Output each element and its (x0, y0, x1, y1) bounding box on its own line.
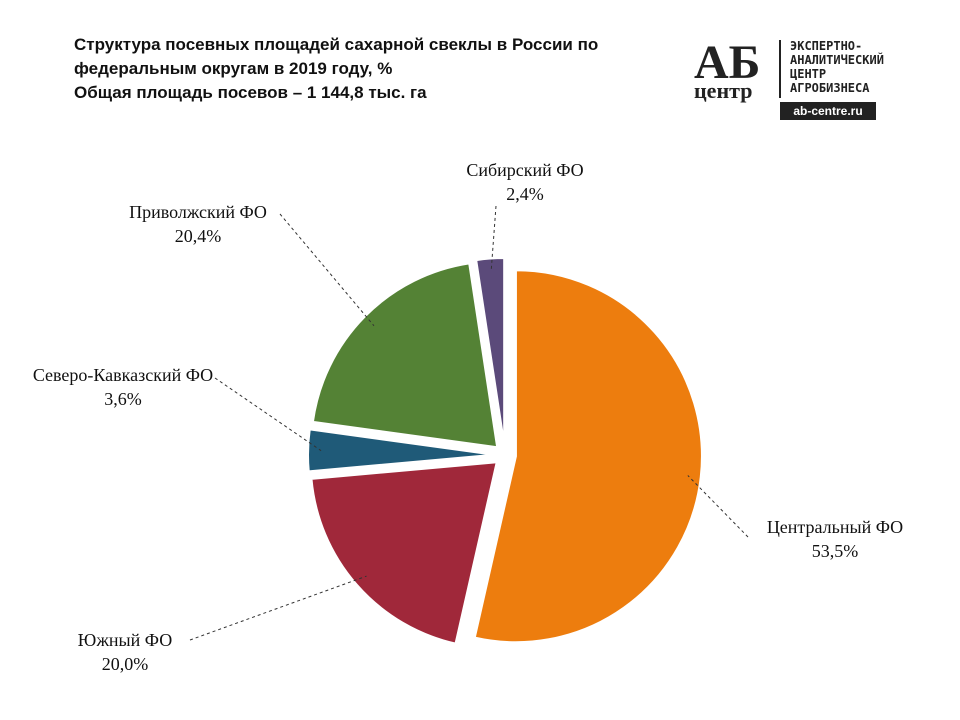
logo-mark: АБ (694, 36, 760, 89)
slice-label: Северо-Кавказский ФО 3,6% (28, 363, 218, 411)
value-label: 20,4% (174, 226, 222, 246)
category-label: Северо-Кавказский ФО (32, 365, 214, 385)
logo-line: АНАЛИТИЧЕСКИЙ (790, 52, 884, 67)
logo-line: ЦЕНТР (790, 67, 826, 81)
pie-slice (310, 461, 498, 645)
leader-line (490, 205, 497, 272)
category-label: Приволжский ФО (129, 202, 267, 222)
logo-mark-sub: центр (694, 78, 752, 103)
title-block: Структура посевных площадей сахарной све… (74, 33, 634, 105)
slice-label: Центральный ФО 53,5% (735, 515, 935, 563)
pie-slice (311, 262, 499, 449)
logo-url: ab-centre.ru (793, 104, 862, 118)
value-label: 2,4% (506, 184, 544, 204)
category-label: Южный ФО (77, 630, 173, 650)
leader-line (279, 213, 375, 327)
pie-slice (473, 269, 703, 644)
slice-label: Сибирский ФО 2,4% (440, 158, 610, 206)
leader-line (687, 475, 749, 538)
pie-slice (307, 428, 495, 473)
leader-line (214, 377, 322, 452)
logo-line: ЭКСПЕРТНО- (790, 39, 862, 53)
logo-url-bg (780, 102, 876, 120)
category-label: Сибирский ФО (466, 160, 584, 180)
pie-slice (475, 257, 506, 445)
value-label: 20,0% (101, 654, 149, 674)
slice-label: Приволжский ФО 20,4% (98, 200, 298, 248)
value-label: 3,6% (104, 389, 142, 409)
slice-label: Южный ФО 20,0% (50, 628, 200, 676)
chart-title: Структура посевных площадей сахарной све… (74, 35, 599, 78)
value-label: 53,5% (811, 541, 859, 561)
chart-subtitle: Общая площадь посевов – 1 144,8 тыс. га (74, 83, 427, 102)
logo-line: АГРОБИЗНЕСА (790, 81, 870, 95)
category-label: Центральный ФО (766, 517, 904, 537)
leader-line (189, 575, 367, 641)
